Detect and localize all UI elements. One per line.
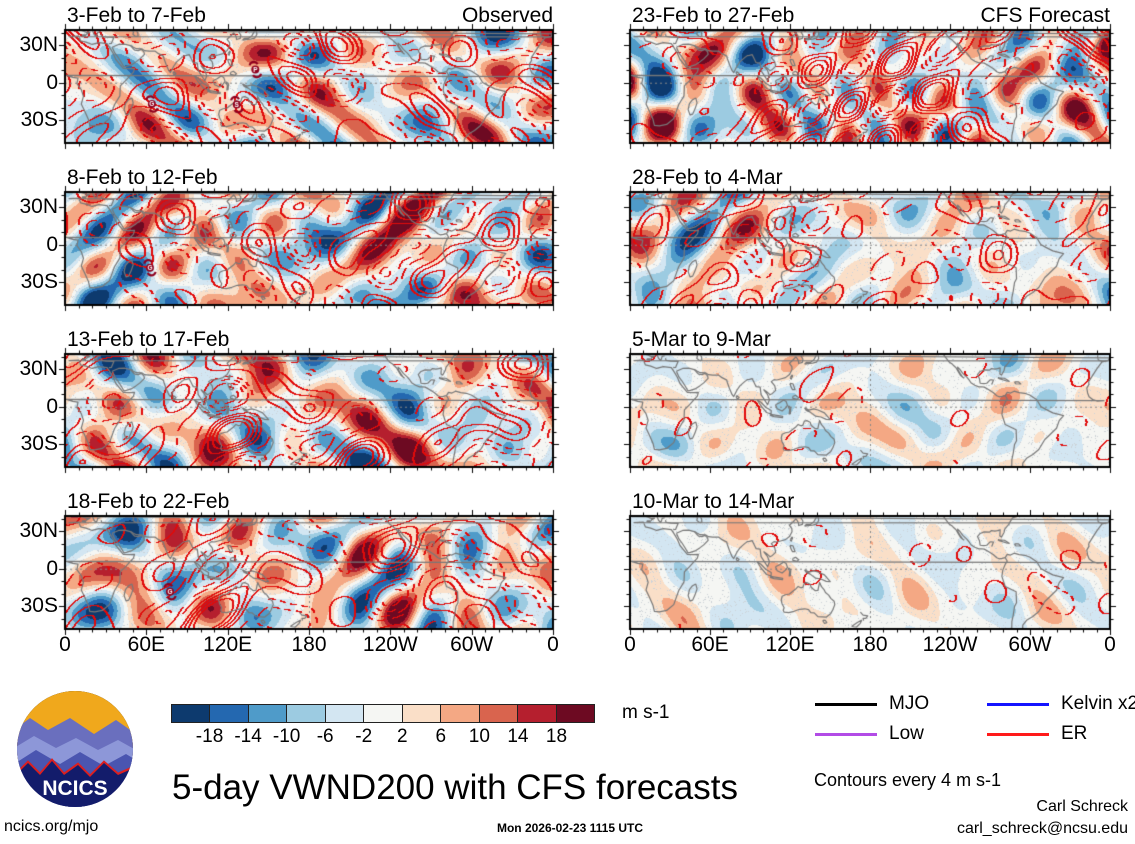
- colorbar-tick-labels: -18 -14 -10 -6 -2 2 6 10 14 18: [171, 726, 595, 748]
- panel-title: 3-Feb to 7-Feb: [67, 4, 206, 27]
- panel-title: 28-Feb to 4-Mar: [632, 166, 783, 189]
- colorbar-segment: [479, 705, 519, 722]
- colorbar-tick-label: -6: [316, 726, 334, 747]
- colorbar-tick-label: -18: [195, 726, 224, 747]
- lon-tick-label: 120W: [362, 633, 418, 656]
- lon-tick-label: 0: [547, 633, 559, 656]
- lat-tick-label: 30N: [19, 195, 58, 219]
- colorbar-segment: [210, 705, 249, 722]
- colorbar-tick-label: -14: [234, 726, 262, 747]
- colorbar-segment: [556, 705, 594, 722]
- lon-tick-label: 0: [59, 633, 71, 656]
- lon-tick-label: 0: [1104, 633, 1116, 656]
- legend-line-mjo: [815, 703, 877, 706]
- colorbar-units-label: m s-1: [622, 702, 670, 723]
- map-panel-10-mar-to-14-mar: [622, 508, 1118, 637]
- panel-title: 5-Mar to 9-Mar: [632, 328, 771, 351]
- contour-interval-note: Contours every 4 m s-1: [814, 770, 1002, 790]
- legend-label-kelvin-x2: Kelvin x2: [1061, 693, 1135, 714]
- column-label: CFS Forecast: [980, 4, 1110, 27]
- lon-tick-label: 60W: [450, 633, 494, 656]
- lat-tick-label: 30S: [20, 432, 58, 456]
- legend-label-mjo: MJO: [889, 693, 930, 714]
- lat-tick-label: 0: [46, 556, 58, 580]
- colorbar-tick-label: 2: [396, 726, 408, 747]
- lat-tick-label: 30S: [20, 270, 58, 294]
- colorbar-segment: [248, 705, 288, 722]
- timestamp: Mon 2026-02-23 1115 UTC: [496, 821, 644, 835]
- panel-title: 10-Mar to 14-Mar: [632, 490, 795, 513]
- colorbar-tick-label: -10: [272, 726, 301, 747]
- ncics-logo: NCICS: [17, 691, 133, 807]
- colorbar-segment: [325, 705, 365, 722]
- credit-name: Carl Schreck: [1036, 798, 1128, 815]
- colorbar-segment: [364, 705, 403, 722]
- map-panel-13-feb-to-17-feb: [57, 346, 561, 475]
- colorbar-segment: [441, 705, 480, 722]
- map-panel-28-feb-to-4-mar: [622, 184, 1118, 313]
- lat-tick-label: 30N: [19, 33, 58, 57]
- map-panel-23-feb-to-27-feb: [622, 22, 1118, 151]
- colorbar-tick-label: 10: [468, 726, 490, 747]
- map-panel-8-feb-to-12-feb: [57, 184, 561, 313]
- map-panel-18-feb-to-22-feb: [57, 508, 561, 637]
- lat-tick-label: 30N: [19, 519, 58, 543]
- lon-tick-label: 60E: [691, 633, 729, 656]
- credit-email: carl_schreck@ncsu.edu: [957, 820, 1128, 837]
- lon-tick-label: 120E: [765, 633, 815, 656]
- colorbar-segment: [287, 705, 326, 722]
- colorbar-segment: [172, 705, 211, 722]
- legend-line-kelvin-x2: [987, 703, 1049, 706]
- logo-text: NCICS: [42, 777, 107, 800]
- colorbar-tick-label: 18: [545, 726, 568, 747]
- legend-line-low: [815, 733, 877, 736]
- lat-tick-label: 30N: [19, 357, 58, 381]
- panel-title: 8-Feb to 12-Feb: [67, 166, 218, 189]
- colorbar-segment: [402, 705, 442, 722]
- lon-tick-label: 120W: [922, 633, 978, 656]
- map-panel-5-mar-to-9-mar: [622, 346, 1118, 475]
- lon-tick-label: 0: [624, 633, 636, 656]
- lon-tick-label: 60W: [1008, 633, 1052, 656]
- lon-tick-label: 180: [852, 633, 888, 656]
- colorbar-segment: [518, 705, 557, 722]
- logo-base: [17, 761, 133, 807]
- legend-label-low: Low: [889, 723, 924, 744]
- lon-tick-label: 120E: [203, 633, 253, 656]
- legend-line-er: [987, 733, 1049, 736]
- figure-title: 5-day VWND200 with CFS forecasts: [171, 768, 738, 807]
- lon-tick-label: 60E: [127, 633, 166, 656]
- map-panel-3-feb-to-7-feb: [57, 22, 561, 151]
- lat-tick-label: 30S: [20, 594, 58, 618]
- colorbar: [171, 704, 595, 723]
- lat-tick-label: 0: [46, 70, 58, 94]
- lon-tick-label: 180: [291, 633, 327, 656]
- lat-tick-label: 0: [46, 394, 58, 418]
- legend-label-er: ER: [1061, 723, 1088, 744]
- panel-title: 13-Feb to 17-Feb: [67, 328, 230, 351]
- colorbar-tick-label: -2: [355, 726, 373, 747]
- lat-tick-label: 30S: [20, 108, 58, 132]
- panel-title: 23-Feb to 27-Feb: [632, 4, 795, 27]
- lat-tick-label: 0: [46, 232, 58, 256]
- colorbar-tick-label: 6: [435, 726, 447, 747]
- site-url: ncics.org/mjo: [4, 818, 99, 835]
- logo-red-ridge-line: [17, 758, 133, 778]
- column-label: Observed: [461, 4, 553, 27]
- colorbar-tick-label: 14: [507, 726, 529, 747]
- panel-title: 18-Feb to 22-Feb: [67, 490, 230, 513]
